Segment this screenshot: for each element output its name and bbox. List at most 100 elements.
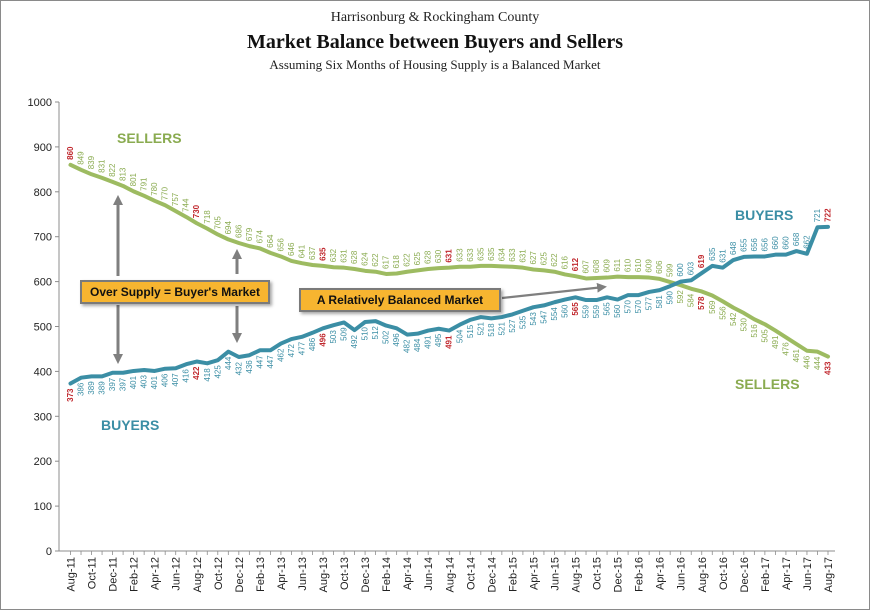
data-label-sellers: 516 xyxy=(750,324,759,338)
x-tick-label: Jun-12 xyxy=(171,557,183,591)
x-tick-label: Dec-15 xyxy=(613,557,625,592)
chart-subtitle: Assuming Six Months of Housing Supply is… xyxy=(269,57,601,72)
data-label-buyers: 722 xyxy=(824,208,833,222)
data-label-buyers: 527 xyxy=(508,319,517,333)
data-label-sellers: 860 xyxy=(66,146,75,160)
data-label-buyers: 401 xyxy=(150,375,159,389)
x-tick-label: Feb-17 xyxy=(760,557,772,592)
x-tick-label: Aug-13 xyxy=(318,557,330,592)
data-label-sellers: 618 xyxy=(392,255,401,269)
data-label-buyers: 570 xyxy=(634,300,643,314)
data-label-sellers: 849 xyxy=(77,151,86,165)
x-tick-label: Aug-17 xyxy=(823,557,835,592)
x-tick-label: Apr-12 xyxy=(150,557,162,590)
x-tick-label: Apr-13 xyxy=(276,557,288,590)
data-label-buyers: 491 xyxy=(445,335,454,349)
data-label-sellers: 461 xyxy=(792,348,801,362)
annotation-buyers-left: BUYERS xyxy=(101,417,159,433)
data-label-sellers: 637 xyxy=(308,246,317,260)
data-label-buyers: 600 xyxy=(676,263,685,277)
data-label-sellers: 801 xyxy=(129,172,138,186)
data-label-buyers: 436 xyxy=(245,360,254,374)
data-label-sellers: 625 xyxy=(539,251,548,265)
data-label-sellers: 628 xyxy=(350,250,359,264)
x-tick-label: Dec-12 xyxy=(234,557,246,592)
data-label-sellers: 631 xyxy=(340,249,349,263)
x-tick-label: Apr-16 xyxy=(655,557,667,590)
data-label-sellers: 622 xyxy=(371,253,380,267)
data-label-buyers: 590 xyxy=(666,291,675,305)
data-label-sellers: 631 xyxy=(445,249,454,263)
x-tick-label: Apr-14 xyxy=(402,557,414,590)
data-label-sellers: 628 xyxy=(424,250,433,264)
y-tick-label: 700 xyxy=(34,232,52,244)
data-label-sellers: 744 xyxy=(182,198,191,212)
data-label-buyers: 484 xyxy=(413,338,422,352)
x-tick-label: Apr-15 xyxy=(528,557,540,590)
data-label-sellers: 616 xyxy=(560,256,569,270)
x-tick-label: Dec-14 xyxy=(486,557,498,592)
data-label-buyers: 444 xyxy=(224,356,233,370)
data-label-sellers: 674 xyxy=(255,229,264,243)
data-label-sellers: 632 xyxy=(329,248,338,262)
data-label-buyers: 565 xyxy=(603,302,612,316)
data-label-sellers: 622 xyxy=(403,253,412,267)
data-label-sellers: 656 xyxy=(276,238,285,252)
data-label-buyers: 482 xyxy=(403,339,412,353)
data-label-sellers: 705 xyxy=(213,216,222,230)
x-tick-label: Feb-15 xyxy=(507,557,519,592)
data-label-buyers: 521 xyxy=(497,322,506,336)
data-label-sellers: 592 xyxy=(676,290,685,304)
data-label-sellers: 433 xyxy=(824,361,833,375)
data-label-buyers: 535 xyxy=(518,315,527,329)
data-label-sellers: 634 xyxy=(497,247,506,261)
data-label-sellers: 625 xyxy=(413,251,422,265)
data-label-buyers: 486 xyxy=(308,337,317,351)
y-tick-label: 200 xyxy=(34,456,52,468)
y-tick-label: 300 xyxy=(34,411,52,423)
y-tick-label: 800 xyxy=(34,187,52,199)
data-label-buyers: 655 xyxy=(739,238,748,252)
annotation-sellers-right: SELLERS xyxy=(735,376,800,392)
arrow-balanced xyxy=(501,282,607,300)
data-label-buyers: 510 xyxy=(361,326,370,340)
x-tick-label: Oct-15 xyxy=(592,557,604,590)
data-label-sellers: 664 xyxy=(266,234,275,248)
data-label-sellers: 822 xyxy=(108,163,117,177)
data-label-buyers: 418 xyxy=(203,368,212,382)
data-label-buyers: 503 xyxy=(329,330,338,344)
data-label-sellers: 791 xyxy=(140,177,149,191)
data-label-sellers: 686 xyxy=(234,224,243,238)
data-label-sellers: 491 xyxy=(771,335,780,349)
data-label-sellers: 606 xyxy=(655,260,664,274)
data-label-buyers: 619 xyxy=(697,254,706,268)
annotation-buyers-right: BUYERS xyxy=(735,207,793,223)
data-label-sellers: 633 xyxy=(455,248,464,262)
data-label-buyers: 416 xyxy=(182,369,191,383)
data-label-buyers: 406 xyxy=(161,373,170,387)
data-label-sellers: 530 xyxy=(739,317,748,331)
data-label-sellers: 694 xyxy=(224,220,233,234)
data-label-buyers: 554 xyxy=(550,307,559,321)
data-label-sellers: 624 xyxy=(361,252,370,266)
series-line-sellers xyxy=(68,162,830,359)
data-label-buyers: 512 xyxy=(371,326,380,340)
y-tick-label: 600 xyxy=(34,277,52,289)
data-label-sellers: 627 xyxy=(529,251,538,265)
data-label-sellers: 609 xyxy=(603,259,612,273)
data-label-buyers: 660 xyxy=(771,236,780,250)
data-label-sellers: 612 xyxy=(571,257,580,271)
data-label-sellers: 813 xyxy=(119,167,128,181)
data-label-sellers: 617 xyxy=(382,255,391,269)
x-tick-label: Aug-11 xyxy=(66,557,78,592)
data-label-buyers: 635 xyxy=(708,247,717,261)
x-tick-label: Dec-13 xyxy=(360,557,372,592)
data-label-sellers: 633 xyxy=(466,248,475,262)
y-tick-label: 400 xyxy=(34,366,52,378)
data-label-buyers: 547 xyxy=(539,310,548,324)
data-label-sellers: 611 xyxy=(613,258,622,271)
data-label-sellers: 569 xyxy=(708,300,717,314)
data-label-sellers: 630 xyxy=(434,249,443,263)
data-label-buyers: 397 xyxy=(108,377,117,391)
